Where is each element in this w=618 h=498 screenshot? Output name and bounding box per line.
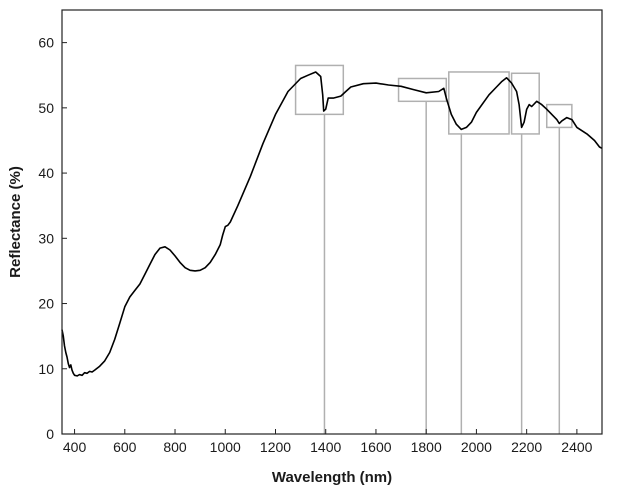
marker-lines — [323, 101, 561, 434]
annotation-boxes — [294, 64, 573, 135]
y-tick-label-30: 30 — [38, 230, 54, 246]
x-tick-label-1000: 1000 — [210, 439, 241, 455]
x-tick-label-400: 400 — [63, 439, 87, 455]
x-tick-label-2000: 2000 — [461, 439, 492, 455]
y-tick-label-60: 60 — [38, 35, 54, 51]
x-tick-label-1800: 1800 — [411, 439, 442, 455]
x-tick-label-1400: 1400 — [310, 439, 341, 455]
x-axis-ticks: 400 600 800 1000 1200 1400 1600 1800 2000 2200 240… — [63, 429, 593, 455]
plot-frame — [61, 9, 603, 435]
x-tick-label-1600: 1600 — [360, 439, 391, 455]
x-tick-label-2400: 2400 — [561, 439, 592, 455]
y-tick-label-10: 10 — [38, 361, 54, 377]
annotation-box-2 — [397, 77, 448, 103]
y-axis-title: Reflectance (%) — [7, 166, 24, 278]
x-tick-label-2200: 2200 — [511, 439, 542, 455]
x-tick-label-1200: 1200 — [260, 439, 291, 455]
x-tick-label-800: 800 — [163, 439, 187, 455]
y-tick-label-20: 20 — [38, 296, 54, 312]
y-tick-label-50: 50 — [38, 100, 54, 116]
y-tick-label-40: 40 — [38, 165, 54, 181]
x-tick-label-600: 600 — [113, 439, 137, 455]
y-axis-ticks: 0 10 20 30 40 50 60 — [38, 35, 67, 442]
annotation-box-3 — [448, 71, 510, 135]
annotation-box-1 — [294, 64, 345, 116]
x-axis-title: Wavelength (nm) — [272, 469, 392, 486]
annotation-box-5 — [545, 103, 573, 129]
y-tick-label-0: 0 — [46, 426, 54, 442]
series-line-1 — [61, 71, 603, 377]
series-layer — [61, 71, 603, 377]
